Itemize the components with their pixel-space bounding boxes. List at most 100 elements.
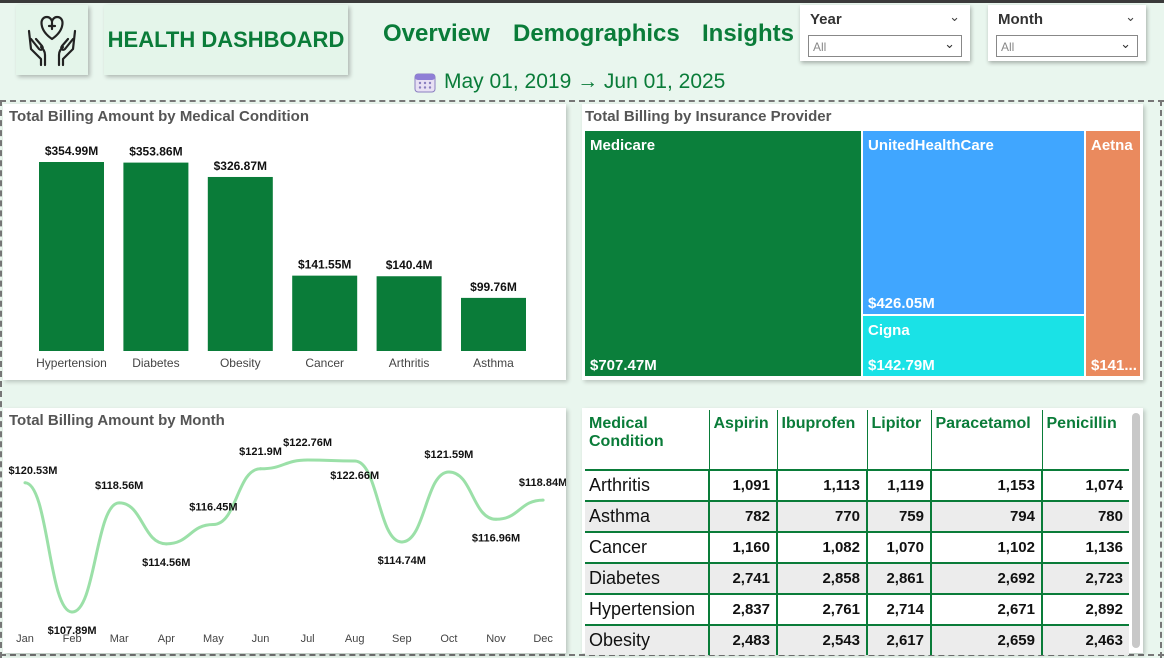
point-value-label: $116.96M <box>472 532 520 544</box>
bar-value-label: $141.55M <box>298 258 351 272</box>
bar-chart-panel[interactable]: Total Billing Amount by Medical Conditio… <box>3 104 566 380</box>
bar-value-label: $353.86M <box>129 145 182 159</box>
line-point <box>541 498 545 502</box>
matrix-scrollbar[interactable] <box>1132 413 1140 648</box>
point-value-label: $114.56M <box>142 557 190 569</box>
table-cell: 2,741 <box>709 562 778 594</box>
bar[interactable] <box>39 162 104 351</box>
chevron-down-icon[interactable]: ⌄ <box>1125 9 1136 24</box>
table-cell: 1,070 <box>867 531 932 563</box>
row-condition: Obesity <box>585 624 710 655</box>
table-cell: 1,091 <box>709 469 778 501</box>
year-slicer[interactable]: Year ⌄ All ⌄ <box>800 5 970 61</box>
table-cell: 1,082 <box>777 531 868 563</box>
treemap-tile-cigna[interactable]: Cigna $142.79M <box>863 316 1084 376</box>
matrix-header[interactable]: Lipitor <box>867 410 932 470</box>
table-cell: 2,892 <box>1042 593 1129 625</box>
table-row[interactable]: Hypertension 2,837 2,761 2,714 2,671 2,892 <box>585 593 1129 625</box>
bar-category-label: Hypertension <box>36 356 107 370</box>
bar-category-label: Arthritis <box>389 356 430 370</box>
bar[interactable] <box>123 162 189 351</box>
nav-overview[interactable]: Overview <box>383 20 490 47</box>
bar[interactable] <box>461 297 526 351</box>
point-value-label: $114.74M <box>378 555 426 567</box>
matrix-header[interactable]: Aspirin <box>709 410 778 470</box>
treemap-value: $707.47M <box>590 357 657 374</box>
year-dropdown[interactable]: All ⌄ <box>808 35 962 57</box>
bar[interactable] <box>376 276 442 351</box>
month-tick-label: Jun <box>252 633 270 645</box>
matrix-header[interactable]: Ibuprofen <box>777 410 868 470</box>
matrix-header-row: Medical Condition Aspirin Ibuprofen Lipi… <box>585 410 1129 470</box>
treemap-label: UnitedHealthCare <box>868 137 994 154</box>
table-cell: 780 <box>1042 500 1129 532</box>
table-cell: 1,074 <box>1042 469 1129 501</box>
line-point <box>494 517 498 521</box>
line-chart-title: Total Billing Amount by Month <box>9 412 225 429</box>
matrix-header[interactable]: Penicillin <box>1046 415 1117 432</box>
month-dropdown[interactable]: All ⌄ <box>996 35 1138 57</box>
month-tick-label: Feb <box>63 633 82 645</box>
month-tick-label: Dec <box>533 633 553 645</box>
treemap-tile-unitedhealthcare[interactable]: UnitedHealthCare $426.05M <box>863 131 1084 314</box>
canvas-border-right <box>1160 100 1162 658</box>
table-cell: 2,858 <box>777 562 868 594</box>
bar[interactable] <box>207 176 273 351</box>
line-point <box>306 458 310 462</box>
table-row[interactable]: Arthritis 1,091 1,113 1,119 1,153 1,074 <box>585 469 1129 501</box>
month-tick-label: Apr <box>158 633 175 645</box>
month-slicer[interactable]: Month ⌄ All ⌄ <box>988 5 1146 61</box>
line-point <box>117 501 121 505</box>
logo-box <box>16 5 88 75</box>
treemap-tile-medicare[interactable]: Medicare $707.47M <box>585 131 861 376</box>
point-value-label: $121.59M <box>424 449 473 461</box>
heart-hands-icon <box>27 15 77 67</box>
table-cell: 2,723 <box>1042 562 1129 594</box>
line-point <box>447 470 451 474</box>
month-slicer-label: Month <box>998 11 1043 28</box>
treemap-panel[interactable]: Total Billing by Insurance Provider Medi… <box>582 104 1143 380</box>
table-cell: 2,483 <box>709 624 778 655</box>
table-row[interactable]: Obesity 2,483 2,543 2,617 2,659 2,463 <box>585 624 1129 655</box>
table-cell: 1,153 <box>931 469 1043 501</box>
bar-value-label: $354.99M <box>45 144 98 158</box>
bar[interactable] <box>292 275 358 351</box>
table-cell: 759 <box>867 500 932 532</box>
matrix-header[interactable]: Paracetamol <box>931 410 1043 470</box>
treemap-title: Total Billing by Insurance Provider <box>585 108 832 125</box>
bar-category-label: Cancer <box>305 356 344 370</box>
month-tick-label: Mar <box>110 633 129 645</box>
line-point <box>259 467 262 471</box>
chevron-down-icon[interactable]: ⌄ <box>949 9 960 24</box>
nav-insights[interactable]: Insights <box>702 20 795 47</box>
table-cell: 770 <box>777 500 868 532</box>
line-chart-panel[interactable]: Total Billing Amount by Month $120.53M Ja… <box>3 408 566 653</box>
treemap-label: Aetna <box>1091 137 1133 154</box>
table-cell: 2,543 <box>777 624 868 655</box>
point-value-label: $121.9M <box>239 446 282 458</box>
matrix-header[interactable]: Medical Condition <box>585 410 710 470</box>
month-tick-label: Oct <box>440 633 457 645</box>
treemap-tile-aetna[interactable]: Aetna $141... <box>1086 131 1140 376</box>
table-cell: 2,617 <box>867 624 932 655</box>
month-dropdown-value: All <box>1001 40 1015 54</box>
canvas-border-bottom <box>0 654 1164 656</box>
chevron-down-icon[interactable]: ⌄ <box>944 36 955 51</box>
point-value-label: $116.45M <box>189 502 237 514</box>
bar-value-label: $99.76M <box>470 280 517 294</box>
month-tick-label: May <box>203 633 224 645</box>
bar-category-label: Diabetes <box>132 356 179 370</box>
bar-category-label: Obesity <box>220 356 261 370</box>
table-cell: 2,861 <box>867 562 932 594</box>
nav-demographics[interactable]: Demographics <box>513 20 680 47</box>
month-tick-label: Aug <box>345 633 365 645</box>
table-row[interactable]: Asthma 782 770 759 794 780 <box>585 500 1129 532</box>
table-row[interactable]: Diabetes 2,741 2,858 2,861 2,692 2,723 <box>585 562 1129 594</box>
table-cell: 2,714 <box>867 593 932 625</box>
table-row[interactable]: Cancer 1,160 1,082 1,070 1,102 1,136 <box>585 531 1129 563</box>
chevron-down-icon[interactable]: ⌄ <box>1120 36 1131 51</box>
line-point <box>400 540 404 544</box>
point-value-label: $120.53M <box>9 465 58 477</box>
medication-matrix: Medical Condition Aspirin Ibuprofen Lipi… <box>585 410 1129 655</box>
row-condition: Asthma <box>585 500 710 532</box>
